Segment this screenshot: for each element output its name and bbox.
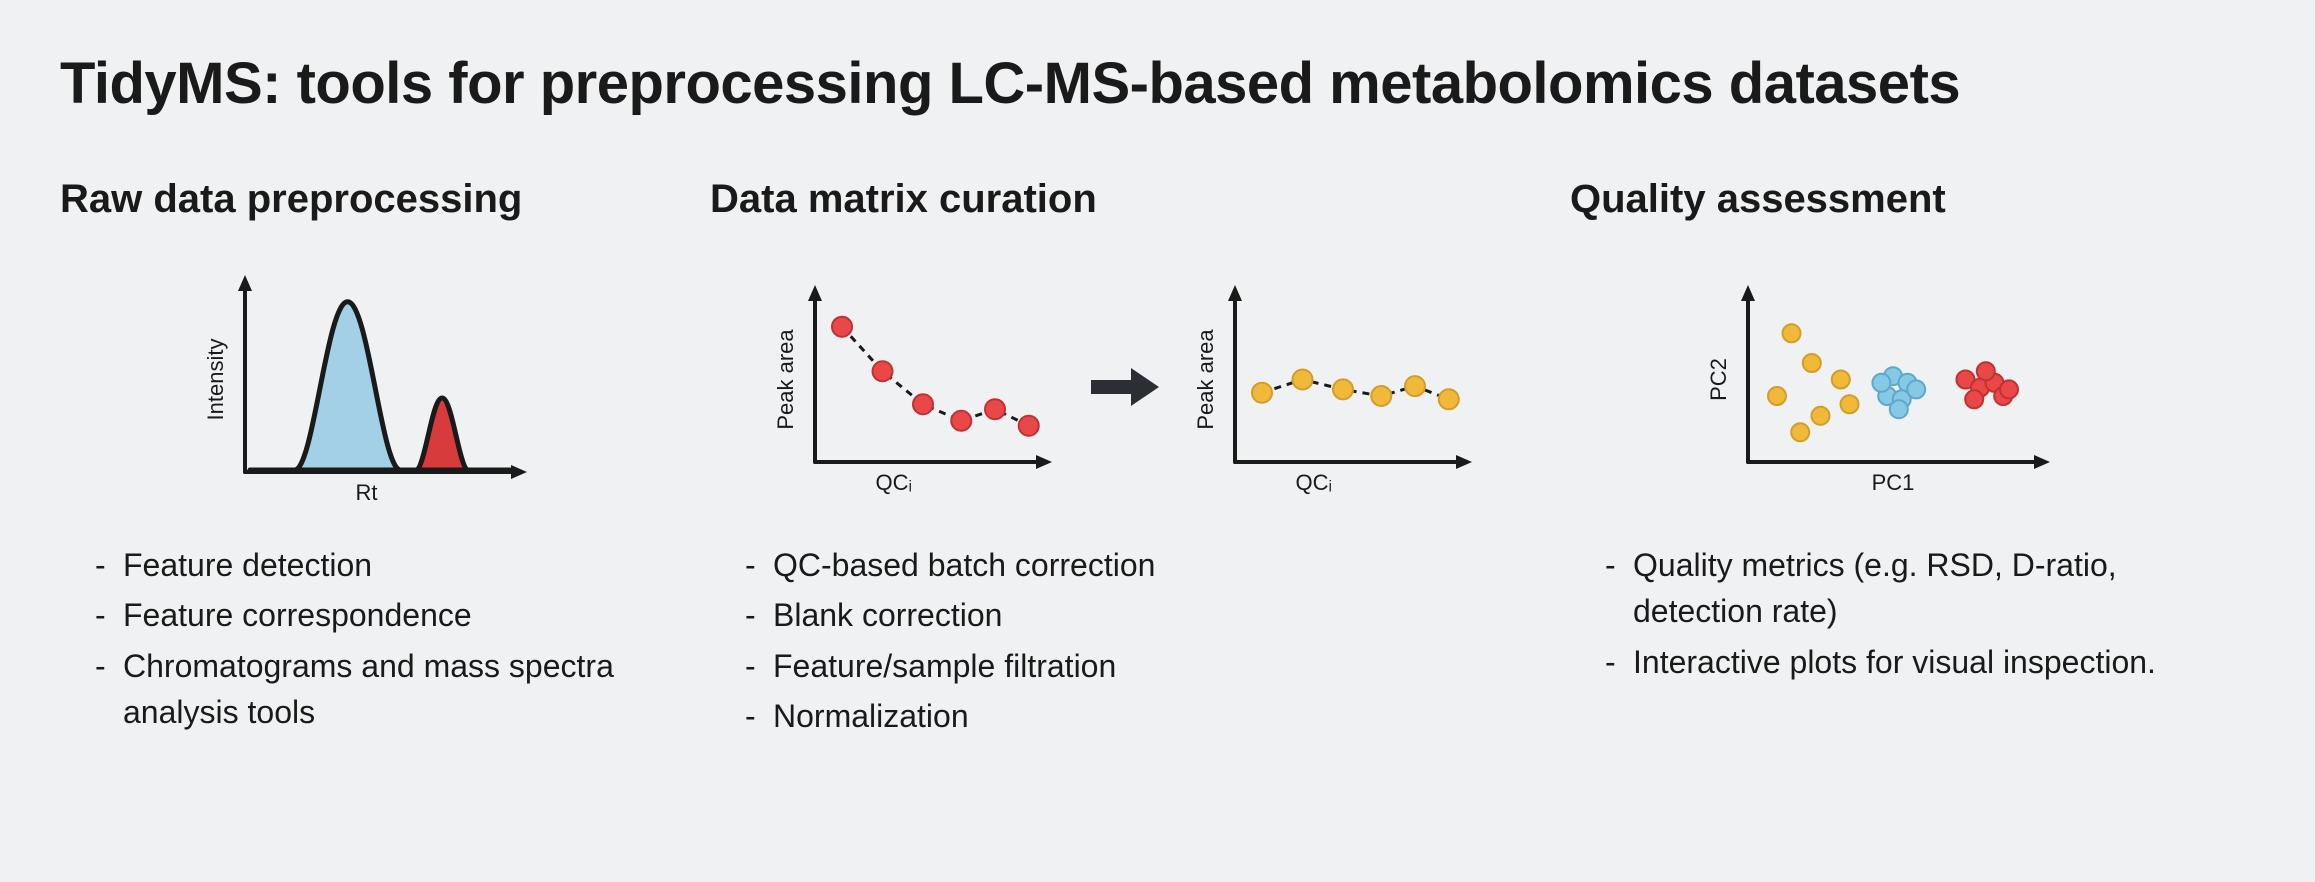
panel-curation: Data matrix curation QCᵢ Peak area QCᵢ Pea… (710, 177, 1540, 744)
bullet-item: Interactive plots for visual inspection. (1605, 639, 2190, 685)
svg-text:PC1: PC1 (1872, 470, 1915, 495)
bullet-item: Feature/sample filtration (745, 643, 1540, 689)
bullet-item: Quality metrics (e.g. RSD, D-ratio, dete… (1605, 542, 2190, 635)
panel-quality-bullets: Quality metrics (e.g. RSD, D-ratio, dete… (1570, 542, 2190, 689)
chromatogram-chart: Rt Intensity (60, 247, 680, 527)
panel-curation-heading: Data matrix curation (710, 177, 1540, 222)
curation-charts: QCᵢ Peak area QCᵢ Peak area (710, 247, 1540, 527)
bullet-item: Feature correspondence (95, 592, 680, 638)
panel-quality-heading: Quality assessment (1570, 177, 2190, 222)
qc-after-chart: QCᵢ Peak area (1180, 262, 1490, 512)
svg-text:Peak area: Peak area (1193, 329, 1218, 430)
svg-text:Peak area: Peak area (773, 329, 798, 430)
bullet-item: Chromatograms and mass spectra analysis … (95, 643, 680, 736)
bullet-item: Blank correction (745, 592, 1540, 638)
svg-text:QCᵢ: QCᵢ (876, 470, 912, 495)
panel-raw: Raw data preprocessing Rt Intensity Featu… (60, 177, 680, 744)
pca-chart: PC1 PC2 (1570, 247, 2190, 527)
svg-text:QCᵢ: QCᵢ (1296, 470, 1332, 495)
panel-quality: Quality assessment PC1 PC2 Quality metric… (1570, 177, 2190, 744)
panels-row: Raw data preprocessing Rt Intensity Featu… (60, 177, 2255, 744)
panel-curation-bullets: QC-based batch correctionBlank correctio… (710, 542, 1540, 744)
svg-text:Rt: Rt (356, 480, 378, 505)
svg-text:Intensity: Intensity (203, 339, 228, 421)
panel-raw-heading: Raw data preprocessing (60, 177, 680, 222)
arrow-icon (1085, 362, 1165, 412)
panel-raw-bullets: Feature detectionFeature correspondence C… (60, 542, 680, 740)
bullet-item: Normalization (745, 693, 1540, 739)
bullet-item: Feature detection (95, 542, 680, 588)
main-title: TidyMS: tools for preprocessing LC-MS-ba… (60, 50, 2255, 117)
svg-text:PC2: PC2 (1706, 358, 1731, 401)
qc-before-chart: QCᵢ Peak area (760, 262, 1070, 512)
bullet-item: QC-based batch correction (745, 542, 1540, 588)
